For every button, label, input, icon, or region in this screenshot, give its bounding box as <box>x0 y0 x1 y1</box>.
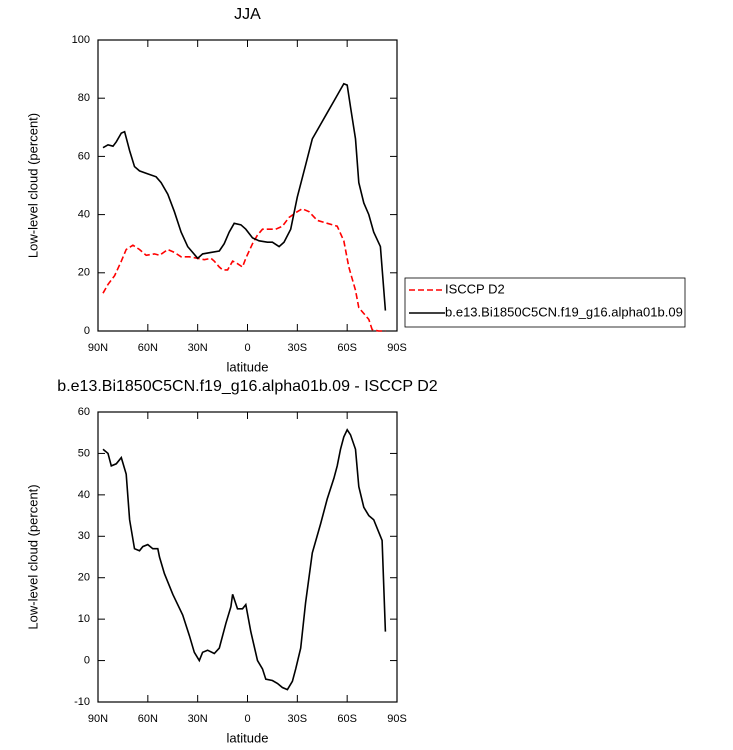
y-tick-label: 60 <box>78 406 90 418</box>
x-tick-label: 90N <box>88 342 108 354</box>
chart-title: b.e13.Bi1850C5CN.f19_g16.alpha01b.09 - I… <box>57 378 438 395</box>
y-tick-label: -10 <box>74 696 90 708</box>
x-tick-label: 90N <box>88 713 108 725</box>
y-tick-label: 30 <box>78 530 90 542</box>
y-tick-label: 80 <box>78 92 90 104</box>
x-tick-label: 0 <box>244 713 250 725</box>
y-tick-label: 40 <box>78 209 90 221</box>
y-axis-label: Low-level cloud (percent) <box>25 113 40 258</box>
x-axis-label: latitude <box>227 730 269 745</box>
x-tick-label: 0 <box>244 342 250 354</box>
y-tick-label: 10 <box>78 613 90 625</box>
plot-frame <box>97 39 398 332</box>
y-tick-label: 60 <box>78 150 90 162</box>
y-tick-label: 100 <box>72 34 90 46</box>
x-tick-label: 60N <box>138 342 158 354</box>
y-tick-label: 40 <box>78 489 90 501</box>
x-tick-label: 30S <box>288 713 308 725</box>
y-axis-label: Low-level cloud (percent) <box>25 484 40 629</box>
x-tick-label: 30S <box>288 342 308 354</box>
y-tick-label: 0 <box>84 325 90 337</box>
series-line <box>102 428 387 691</box>
y-tick-label: 50 <box>78 447 90 459</box>
series-line <box>102 207 386 332</box>
y-tick-label: 0 <box>84 654 90 666</box>
x-tick-label: 30N <box>188 342 208 354</box>
legend-box <box>404 277 686 328</box>
legend-label: ISCCP D2 <box>445 281 505 296</box>
x-tick-label: 30N <box>188 713 208 725</box>
chart-title: JJA <box>234 6 261 23</box>
plot-frame <box>97 411 398 703</box>
x-axis-label: latitude <box>227 359 269 374</box>
x-tick-label: 60S <box>337 713 357 725</box>
y-tick-label: 20 <box>78 572 90 584</box>
series-line <box>102 82 387 311</box>
x-tick-label: 60S <box>337 342 357 354</box>
x-tick-label: 60N <box>138 713 158 725</box>
x-tick-label: 90S <box>387 713 407 725</box>
legend-label: b.e13.Bi1850C5CN.f19_g16.alpha01b.09 <box>445 304 683 319</box>
y-tick-label: 20 <box>78 267 90 279</box>
x-tick-label: 90S <box>387 342 407 354</box>
